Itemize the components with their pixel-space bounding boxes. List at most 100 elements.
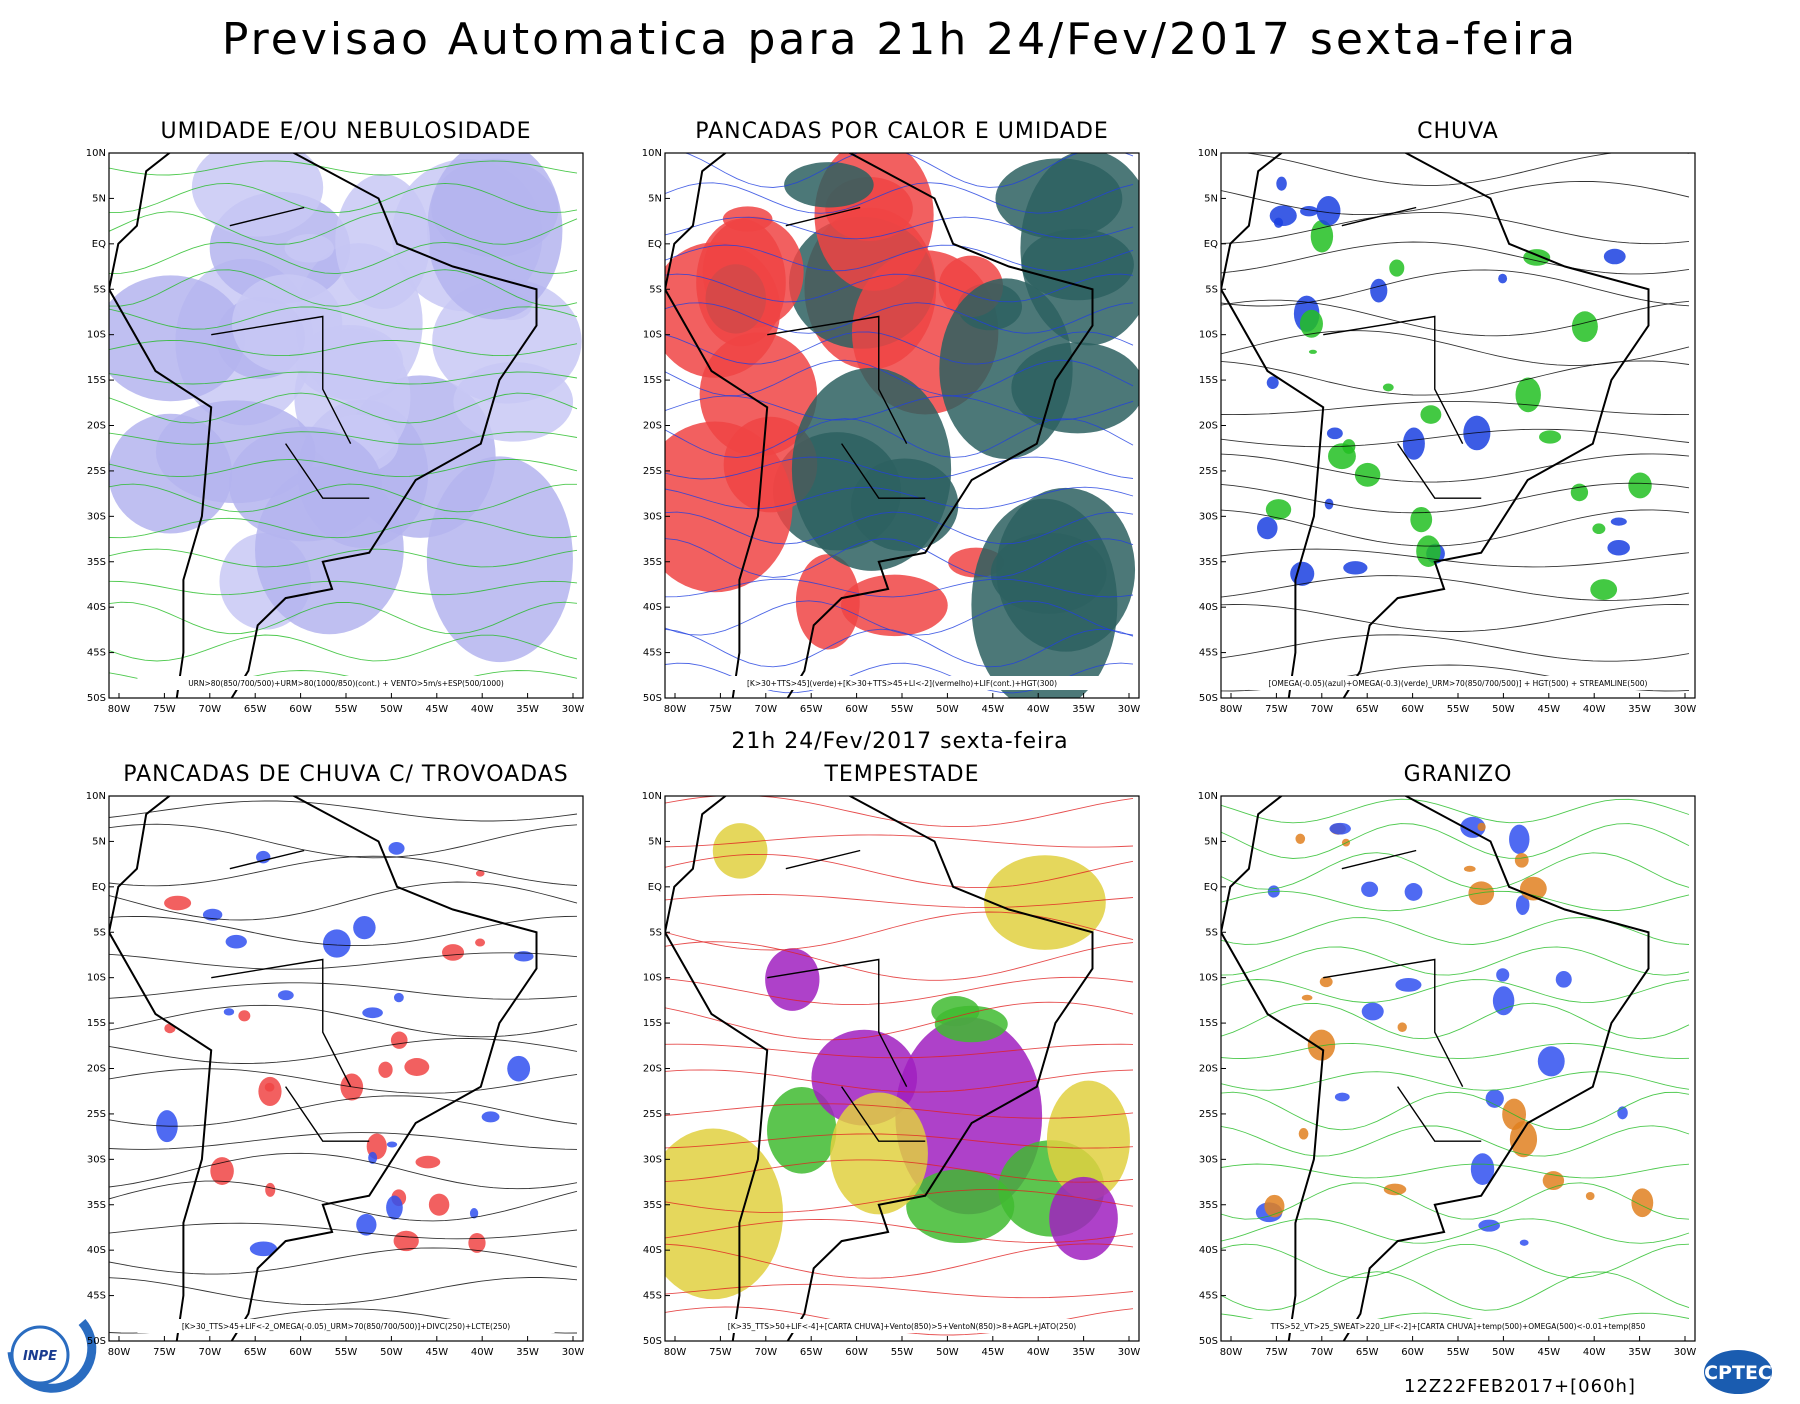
streamline bbox=[665, 1159, 1134, 1183]
lat-label: 25S bbox=[643, 466, 662, 477]
contour-line bbox=[1221, 890, 1690, 912]
contour-line bbox=[1221, 1125, 1690, 1157]
lat-label: 10S bbox=[87, 330, 106, 341]
coastline bbox=[109, 796, 538, 1341]
lon-label: 35W bbox=[1628, 1347, 1651, 1358]
lat-label: 10S bbox=[643, 973, 662, 984]
streamline bbox=[109, 881, 578, 921]
lat-label: 5S bbox=[649, 284, 662, 295]
lat-label: 40S bbox=[1199, 602, 1218, 613]
field-patch bbox=[1590, 579, 1618, 600]
field-patch bbox=[1515, 895, 1530, 915]
field-patch bbox=[258, 1076, 282, 1107]
field-patch bbox=[767, 1086, 837, 1174]
lon-label: 50W bbox=[1492, 1347, 1515, 1358]
field-patch bbox=[386, 1141, 398, 1148]
lon-label: 60W bbox=[845, 1347, 868, 1358]
lat-label: 25S bbox=[1199, 1109, 1218, 1120]
field-patch bbox=[1607, 539, 1630, 556]
contour-line bbox=[1221, 1182, 1690, 1220]
field-patch bbox=[1404, 883, 1423, 901]
lat-label: 10N bbox=[1198, 791, 1218, 802]
lat-label: 10S bbox=[643, 330, 662, 341]
lon-label: 65W bbox=[800, 704, 823, 715]
field-patch bbox=[475, 938, 486, 947]
field-patch bbox=[507, 1055, 531, 1082]
map-background bbox=[1221, 153, 1695, 698]
field-patch bbox=[1370, 278, 1388, 303]
lon-label: 60W bbox=[845, 704, 868, 715]
map-panel: GRANIZO TTS>52_VT>25_SWEAT>220_LIF<-2]+[C… bbox=[1198, 762, 1697, 1358]
contour-line bbox=[665, 578, 1134, 598]
field-patch bbox=[231, 274, 343, 373]
field-patch bbox=[1324, 498, 1334, 510]
field-patch bbox=[1276, 176, 1287, 191]
lat-label: 40S bbox=[1199, 1245, 1218, 1256]
contour-line bbox=[1221, 1002, 1690, 1040]
lon-label: 70W bbox=[754, 704, 777, 715]
borders bbox=[1323, 206, 1482, 499]
streamline bbox=[1221, 604, 1690, 632]
lat-label: 5N bbox=[1204, 193, 1218, 204]
streamline bbox=[109, 1277, 578, 1306]
contour-line bbox=[1221, 1071, 1690, 1091]
streamline bbox=[665, 1283, 1134, 1299]
field-patch bbox=[696, 218, 786, 347]
streamline bbox=[109, 1222, 578, 1240]
lon-label: 30W bbox=[1674, 704, 1697, 715]
lon-label: 50W bbox=[1492, 704, 1515, 715]
field-patch bbox=[356, 1213, 377, 1236]
field-patch bbox=[784, 162, 874, 208]
lat-label: 20S bbox=[643, 1064, 662, 1075]
panel-caption: [OMEGA(-0.05)(azul)+OMEGA(-0.3)(verde)_U… bbox=[1269, 679, 1648, 688]
lat-label: 5N bbox=[648, 193, 662, 204]
caption-box bbox=[137, 676, 555, 690]
field-patch bbox=[1382, 383, 1394, 392]
contour-line bbox=[109, 160, 578, 176]
lon-label: 50W bbox=[380, 1347, 403, 1358]
streamline bbox=[109, 855, 578, 887]
contour-line bbox=[665, 216, 1134, 240]
borders bbox=[767, 849, 926, 1142]
streamline bbox=[1221, 241, 1690, 275]
lon-label: 60W bbox=[289, 1347, 312, 1358]
lat-label: 20S bbox=[1199, 1064, 1218, 1075]
field-patch bbox=[765, 948, 820, 1011]
contour-line bbox=[684, 153, 1134, 188]
lon-label: 30W bbox=[562, 704, 585, 715]
field-patch bbox=[1492, 986, 1515, 1016]
map-panel: TEMPESTADE [K>35_TTS>50+LIF<-4]+[CARTA CH… bbox=[642, 762, 1141, 1358]
field-patch bbox=[1361, 1002, 1384, 1021]
lon-label: 50W bbox=[380, 704, 403, 715]
map-background bbox=[1221, 796, 1695, 1341]
lat-label: 5N bbox=[648, 836, 662, 847]
lat-label: 10N bbox=[86, 148, 106, 159]
contour-line bbox=[1221, 946, 1690, 976]
lon-label: 80W bbox=[1220, 704, 1243, 715]
streamline bbox=[109, 823, 578, 859]
lon-label: 65W bbox=[244, 704, 267, 715]
contour-line bbox=[1221, 798, 1690, 824]
lon-label: 70W bbox=[198, 704, 221, 715]
panel-title: PANCADAS POR CALOR E UMIDADE bbox=[695, 119, 1109, 144]
lon-label: 35W bbox=[516, 1347, 539, 1358]
lon-label: 30W bbox=[562, 1347, 585, 1358]
contour-line bbox=[1221, 1243, 1690, 1279]
streamline bbox=[109, 800, 578, 822]
map-content bbox=[109, 796, 583, 1341]
field-patch bbox=[164, 895, 192, 911]
field-patch bbox=[1307, 1029, 1336, 1061]
field-patch bbox=[1299, 309, 1323, 338]
streamline bbox=[665, 941, 1134, 981]
map-content bbox=[1221, 796, 1695, 1341]
lat-label: 20S bbox=[87, 1064, 106, 1075]
field-patch bbox=[155, 400, 316, 504]
coastline bbox=[665, 796, 1094, 1341]
streamline bbox=[109, 952, 578, 970]
lon-label: 55W bbox=[891, 704, 914, 715]
borders bbox=[211, 849, 370, 1142]
field-patch bbox=[1610, 517, 1627, 526]
contour-line bbox=[109, 339, 578, 357]
inpe-text: INPE bbox=[23, 1349, 57, 1364]
contour-line bbox=[665, 359, 1134, 397]
